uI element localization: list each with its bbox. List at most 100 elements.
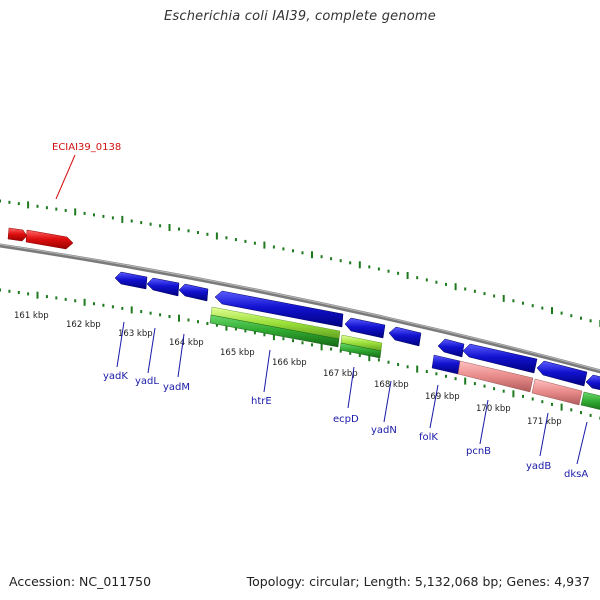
major-tick (121, 215, 124, 223)
gene-leader-line (177, 333, 185, 378)
genome-summary: Topology: circular; Length: 5,132,068 bp… (246, 574, 590, 589)
scale-label: 167 kbp (323, 369, 358, 379)
minor-tick (55, 207, 58, 211)
map-title: Escherichia coli IAI39, complete genome (163, 9, 436, 24)
minor-tick (149, 222, 152, 226)
major-tick (27, 201, 30, 209)
minor-tick (580, 411, 582, 415)
minor-tick (111, 305, 114, 309)
minor-tick (197, 231, 199, 234)
gene-leader-line (539, 412, 549, 457)
minor-tick (473, 382, 476, 386)
callout-leader-line (55, 154, 76, 200)
minor-tick (560, 311, 563, 315)
scale-labels: 161 kbp 162 kbp 163 kbp 164 kbp 165 kbp … (14, 311, 562, 427)
accession-label: Accession: NC_011750 (9, 574, 152, 589)
minor-tick (55, 296, 58, 300)
minor-tick (8, 289, 11, 293)
gene-label: ecpD (333, 414, 359, 425)
scale-label: 169 kbp (425, 392, 460, 402)
minor-tick (464, 287, 467, 291)
major-tick (83, 298, 86, 306)
minor-tick (0, 199, 1, 203)
cds-features (209, 306, 600, 410)
major-tick (560, 403, 563, 411)
major-tick (311, 251, 313, 259)
minor-tick (339, 259, 342, 263)
cds-feature-pink (457, 360, 534, 393)
minor-tick (45, 295, 48, 299)
minor-tick (234, 327, 237, 331)
major-tick (36, 291, 39, 299)
minor-tick (272, 245, 275, 249)
minor-tick (187, 318, 190, 322)
minor-tick (168, 315, 171, 318)
minor-tick (483, 384, 486, 388)
minor-tick (589, 319, 592, 323)
cds-feature-green (339, 342, 382, 359)
major-tick (263, 241, 266, 249)
gene-leader-line (576, 421, 588, 465)
scale-label: 170 kbp (476, 404, 511, 414)
gene-leader-line (347, 366, 355, 409)
cds-feature-pink (531, 378, 583, 406)
scale-label: 161 kbp (14, 311, 49, 321)
cds-feature-green (209, 314, 340, 348)
minor-tick (130, 219, 133, 223)
minor-tick (292, 249, 294, 253)
cds-feature-green (580, 391, 600, 410)
gene-leader-line (116, 321, 125, 368)
minor-tick (197, 320, 199, 324)
minor-tick (93, 213, 95, 217)
minor-tick (159, 224, 162, 228)
minor-tick (102, 214, 105, 218)
minor-tick (253, 331, 256, 335)
minor-tick (387, 269, 390, 273)
minor-tick (349, 261, 352, 265)
minor-tick (27, 292, 30, 296)
minor-tick (187, 229, 190, 233)
minor-tick (377, 358, 380, 362)
major-tick (178, 314, 180, 322)
minor-tick (589, 413, 592, 417)
minor-tick (551, 402, 553, 406)
major-tick (130, 306, 133, 314)
minor-tick (282, 247, 285, 251)
gene-label: yadL (135, 376, 159, 387)
gene-labels: yadK yadL yadM htrE ecpD yadN folK pcnB … (103, 371, 588, 480)
minor-tick (121, 306, 124, 310)
minor-tick (425, 278, 428, 282)
reverse-gene-feature (585, 374, 600, 391)
minor-tick (206, 322, 209, 325)
minor-tick (102, 303, 105, 307)
minor-tick (93, 302, 95, 306)
minor-tick (225, 236, 228, 240)
reverse-gene-feature (114, 271, 148, 290)
minor-tick (454, 377, 457, 381)
major-tick (272, 333, 275, 341)
minor-tick (522, 301, 524, 305)
minor-tick (358, 354, 361, 357)
minor-tick (149, 311, 152, 315)
major-tick (502, 294, 505, 302)
gene-label: pcnB (466, 446, 491, 457)
gene-leader-line (429, 384, 439, 429)
minor-tick (140, 221, 143, 225)
reverse-gene-feature (437, 338, 465, 358)
minor-tick (263, 333, 266, 337)
gene-label: dksA (564, 469, 588, 480)
scale-label: 165 kbp (220, 348, 255, 358)
reverse-gene-feature (388, 326, 422, 347)
minor-tick (330, 257, 333, 261)
minor-tick (64, 297, 67, 301)
minor-tick (178, 227, 180, 231)
reverse-gene-feature (536, 360, 588, 387)
minor-tick (0, 288, 1, 292)
gene-leader-line (479, 399, 489, 445)
minor-tick (445, 374, 447, 378)
callout-label: ECIAI39_0138 (52, 142, 121, 153)
reverse-gene-feature (214, 290, 344, 328)
major-tick (368, 354, 371, 362)
minor-tick (493, 294, 496, 298)
